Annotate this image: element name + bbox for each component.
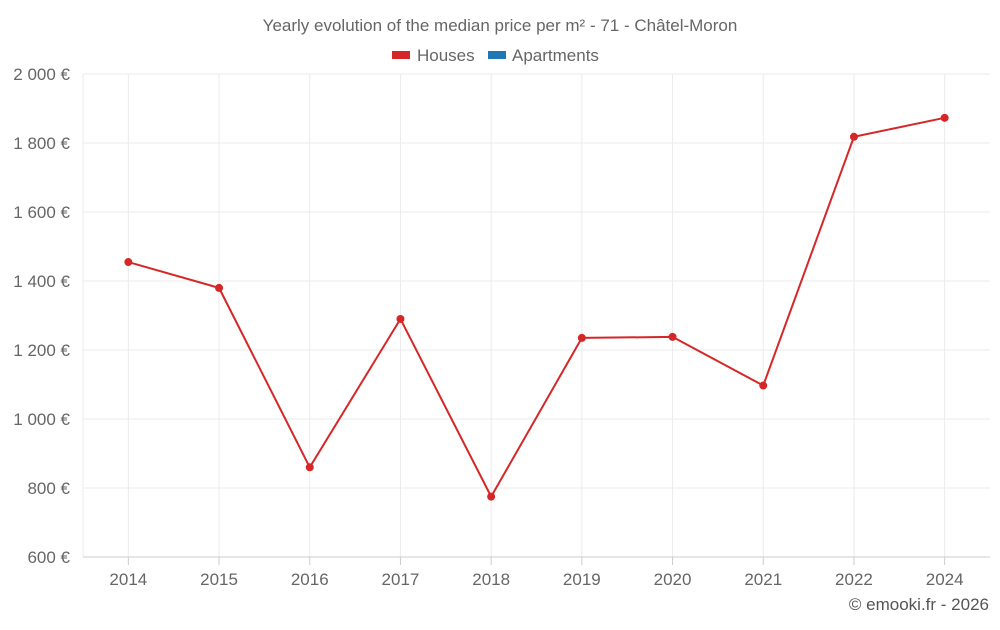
y-tick-label: 800 € bbox=[27, 479, 70, 498]
x-tick-label: 2021 bbox=[744, 570, 782, 589]
x-tick-label: 2014 bbox=[109, 570, 147, 589]
y-tick-label: 2 000 € bbox=[13, 65, 70, 84]
data-point-houses[interactable] bbox=[215, 283, 224, 292]
legend-label-apartments: Apartments bbox=[512, 46, 599, 65]
y-tick-label: 1 400 € bbox=[13, 272, 70, 291]
legend-item-apartments[interactable]: Apartments bbox=[488, 46, 599, 65]
x-tick-label: 2018 bbox=[472, 570, 510, 589]
y-tick-label: 1 200 € bbox=[13, 341, 70, 360]
y-tick-label: 600 € bbox=[27, 548, 70, 567]
legend: Houses Apartments bbox=[392, 46, 599, 65]
x-tick-label: 2024 bbox=[926, 570, 964, 589]
y-tick-label: 1 800 € bbox=[13, 134, 70, 153]
data-point-houses[interactable] bbox=[124, 258, 133, 267]
x-tick-label: 2022 bbox=[835, 570, 873, 589]
data-point-houses[interactable] bbox=[305, 463, 314, 472]
data-point-houses[interactable] bbox=[577, 333, 586, 342]
legend-swatch-apartments bbox=[488, 51, 506, 59]
x-tick-label: 2016 bbox=[291, 570, 329, 589]
y-tick-label: 1 000 € bbox=[13, 410, 70, 429]
data-point-houses[interactable] bbox=[940, 113, 949, 122]
legend-swatch-houses bbox=[392, 51, 410, 59]
chart-title: Yearly evolution of the median price per… bbox=[263, 16, 738, 35]
data-point-houses[interactable] bbox=[487, 492, 496, 501]
axes: 600 € 800 € 1 000 € 1 200 € 1 400 € 1 600 € 1 … bbox=[13, 65, 990, 589]
series-line-houses bbox=[128, 116, 945, 499]
data-point-houses[interactable] bbox=[849, 132, 858, 141]
series-layer bbox=[124, 113, 949, 501]
x-tick-label: 2017 bbox=[382, 570, 420, 589]
legend-item-houses[interactable]: Houses bbox=[392, 46, 475, 65]
x-tick-label: 2020 bbox=[654, 570, 692, 589]
copyright-note: © emooki.fr - 2026 bbox=[849, 595, 989, 614]
legend-label-houses: Houses bbox=[417, 46, 475, 65]
grid-lines bbox=[83, 73, 990, 558]
y-tick-label: 1 600 € bbox=[13, 203, 70, 222]
x-tick-label: 2015 bbox=[200, 570, 238, 589]
data-point-houses[interactable] bbox=[668, 332, 677, 341]
data-point-houses[interactable] bbox=[396, 314, 405, 323]
x-tick-label: 2019 bbox=[563, 570, 601, 589]
data-point-houses[interactable] bbox=[759, 381, 768, 390]
